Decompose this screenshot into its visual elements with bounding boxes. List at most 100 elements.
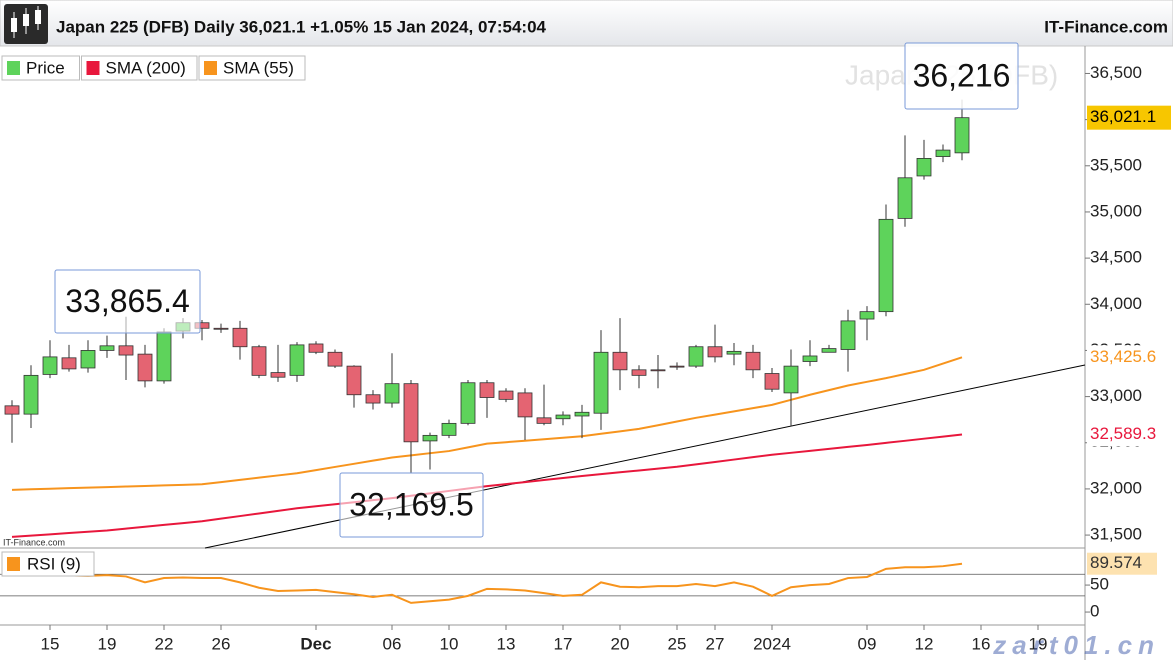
x-tick-label: 27 <box>706 634 725 653</box>
x-tick-label: Dec <box>300 634 331 653</box>
candle-body <box>593 351 609 414</box>
candle-body <box>916 158 932 177</box>
sma-line <box>11 433 963 538</box>
x-tick-label: 22 <box>155 634 174 653</box>
x-tick-label: 10 <box>440 634 459 653</box>
candle-body <box>289 344 305 376</box>
candle-body <box>251 346 267 376</box>
x-tick-label: 09 <box>858 634 877 653</box>
x-tick-label: 25 <box>668 634 687 653</box>
y-tick-label: 32,000 <box>1090 478 1142 497</box>
sma-line <box>11 356 963 491</box>
candle-body <box>498 390 514 400</box>
header-bar <box>0 0 1173 47</box>
candle-body <box>270 372 286 378</box>
candle-body <box>213 327 229 330</box>
y-tick-label: 36,500 <box>1090 63 1142 82</box>
app-icon <box>4 4 48 44</box>
candle-body <box>745 351 761 371</box>
annotation-box <box>54 269 201 334</box>
x-tick-label: 26 <box>212 634 231 653</box>
x-tick-label: 19 <box>1029 634 1048 653</box>
candle-body <box>4 405 20 415</box>
candle-body <box>308 343 324 353</box>
last-value-box <box>1087 105 1171 130</box>
candle-body <box>840 320 856 350</box>
last-value-label: 33,425.6 <box>1090 347 1156 366</box>
candle-body <box>460 382 476 424</box>
x-tick-label: 19 <box>98 634 117 653</box>
candle-body <box>422 434 438 442</box>
candle-body <box>897 177 913 219</box>
candle-body <box>232 327 248 348</box>
rsi-line <box>12 562 963 604</box>
annotation-label: 36,216 <box>913 57 1011 93</box>
x-tick-label: 15 <box>41 634 60 653</box>
legend-label: Price <box>26 58 65 77</box>
candle-body <box>726 350 742 355</box>
x-tick-label: 12 <box>915 634 934 653</box>
candle-body <box>574 411 590 417</box>
candle-body <box>118 345 134 356</box>
last-value-box <box>1087 422 1171 447</box>
candle-body <box>802 355 818 362</box>
candle-body <box>878 218 894 313</box>
y-tick-label: 34,000 <box>1090 294 1142 313</box>
candle-body <box>365 394 381 404</box>
candle-body <box>536 417 552 424</box>
candle-body <box>935 149 951 157</box>
candle-body <box>346 365 362 396</box>
rsi-tick-label: 50 <box>1090 575 1109 594</box>
candle-body <box>783 365 799 394</box>
panel-brand: IT-Finance.com <box>3 537 65 547</box>
candle-body <box>821 348 837 353</box>
candle-body <box>631 369 647 376</box>
x-tick-label: 2024 <box>753 634 791 653</box>
annotation-label: 33,865.4 <box>65 283 190 319</box>
x-tick-label: 13 <box>497 634 516 653</box>
x-tick-label: 16 <box>972 634 991 653</box>
chart-title: Japan 225 (DFB) Daily 36,021.1 +1.05% 15… <box>56 17 547 36</box>
legend-swatch <box>7 61 20 75</box>
candle-body <box>555 414 571 420</box>
candle-body <box>80 350 96 369</box>
candle-body <box>441 422 457 436</box>
candle-body <box>859 311 875 320</box>
candle-body <box>42 356 58 375</box>
candle-body <box>403 383 419 443</box>
annotation-label: 32,169.5 <box>349 486 474 522</box>
candle-body <box>669 365 685 368</box>
x-tick-label: 06 <box>383 634 402 653</box>
x-tick-label: 17 <box>554 634 573 653</box>
plot-area <box>4 99 970 538</box>
candle-body <box>517 392 533 418</box>
candle-body <box>156 331 172 382</box>
legend-label: SMA (200) <box>106 58 186 77</box>
y-tick-label: 31,500 <box>1090 525 1142 544</box>
legend-label: SMA (55) <box>223 58 294 77</box>
candle-body <box>99 345 115 351</box>
candle-body <box>707 346 723 358</box>
candle-body <box>137 353 153 382</box>
rsi-last-box <box>1087 552 1157 575</box>
candle-body <box>764 373 780 390</box>
candle-body <box>23 374 39 415</box>
y-tick-label: 33,000 <box>1090 386 1142 405</box>
annotation-box <box>904 42 1019 110</box>
rsi-legend-label: RSI (9) <box>27 554 81 573</box>
candle-body <box>612 351 628 371</box>
x-tick-label: 20 <box>611 634 630 653</box>
candle-body <box>954 117 970 154</box>
last-value-label: 32,589.3 <box>1090 424 1156 443</box>
candle-body <box>650 369 666 372</box>
legend-item <box>81 55 198 81</box>
last-value-box <box>1087 345 1171 370</box>
overlay-watermark: zart01.cn <box>992 630 1160 660</box>
rsi-swatch <box>7 557 20 571</box>
y-tick-label: 35,500 <box>1090 155 1142 174</box>
legend-swatch <box>86 61 100 75</box>
candle-body <box>479 382 495 398</box>
last-value-label: 36,021.1 <box>1090 107 1156 126</box>
legend-swatch <box>204 61 217 75</box>
